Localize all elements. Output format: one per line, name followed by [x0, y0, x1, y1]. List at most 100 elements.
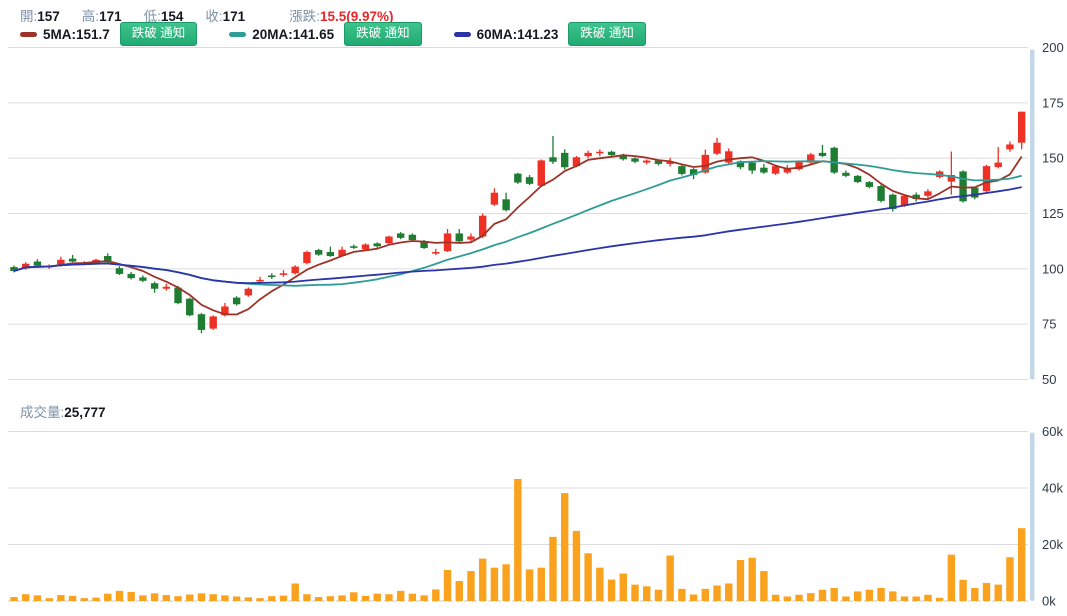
volume-bar[interactable] — [162, 595, 171, 601]
volume-bar[interactable] — [924, 594, 932, 601]
volume-bar[interactable] — [350, 592, 358, 601]
candle[interactable] — [256, 279, 264, 282]
candle[interactable] — [326, 252, 335, 256]
candle[interactable] — [174, 287, 182, 304]
candle[interactable] — [197, 314, 206, 330]
candle[interactable] — [490, 192, 499, 205]
candle[interactable] — [853, 175, 862, 183]
candle[interactable] — [68, 258, 77, 262]
volume-bar[interactable] — [607, 579, 616, 601]
volume-bar[interactable] — [303, 594, 311, 601]
volume-bar[interactable] — [584, 553, 592, 601]
candle[interactable] — [971, 187, 979, 198]
volume-bar[interactable] — [467, 571, 475, 601]
candle[interactable] — [396, 233, 405, 238]
volume-bar[interactable] — [994, 584, 1002, 601]
candle[interactable] — [244, 288, 253, 296]
candle[interactable] — [115, 268, 124, 274]
volume-bar[interactable] — [947, 554, 956, 601]
candle[interactable] — [549, 157, 557, 162]
volume-bar[interactable] — [291, 583, 299, 601]
volume-bar[interactable] — [209, 594, 217, 601]
volume-bar[interactable] — [104, 593, 112, 601]
volume-bar[interactable] — [221, 595, 229, 601]
volume-bar[interactable] — [725, 583, 733, 601]
candle[interactable] — [1017, 111, 1026, 143]
candle[interactable] — [338, 249, 346, 256]
candle[interactable] — [654, 160, 663, 164]
volume-bar[interactable] — [45, 598, 53, 601]
volume-bar[interactable] — [560, 493, 569, 601]
volume-bar[interactable] — [92, 597, 100, 601]
candle[interactable] — [420, 240, 428, 249]
candle[interactable] — [22, 263, 30, 269]
volume-bar[interactable] — [971, 588, 979, 601]
candle[interactable] — [361, 244, 370, 250]
volume-bar[interactable] — [654, 589, 663, 601]
candle[interactable] — [795, 161, 803, 170]
volume-bar[interactable] — [514, 478, 522, 601]
candle[interactable] — [232, 297, 241, 305]
volume-bar[interactable] — [68, 595, 77, 601]
candle[interactable] — [842, 172, 850, 176]
volume-bar[interactable] — [795, 594, 803, 601]
candle[interactable] — [701, 154, 710, 173]
candle[interactable] — [279, 273, 288, 275]
candle[interactable] — [186, 298, 194, 316]
volume-bar[interactable] — [314, 597, 323, 601]
volume-bar[interactable] — [982, 582, 991, 601]
candle[interactable] — [959, 171, 967, 202]
candle[interactable] — [502, 199, 510, 211]
candle[interactable] — [303, 252, 311, 264]
volume-bar[interactable] — [396, 590, 405, 601]
candle[interactable] — [666, 161, 674, 164]
volume-bar[interactable] — [115, 590, 124, 601]
candle[interactable] — [947, 174, 956, 182]
candle[interactable] — [689, 169, 698, 175]
candle[interactable] — [631, 158, 639, 162]
volume-bar[interactable] — [232, 596, 241, 601]
candle[interactable] — [643, 160, 651, 163]
candle[interactable] — [783, 167, 792, 173]
volume-bar[interactable] — [877, 588, 885, 601]
volume-bar[interactable] — [771, 594, 780, 601]
candle[interactable] — [104, 255, 112, 263]
volume-bar[interactable] — [385, 594, 393, 601]
volume-bar[interactable] — [678, 588, 686, 601]
volume-bar[interactable] — [643, 586, 651, 601]
candle[interactable] — [807, 154, 815, 163]
volume-bar[interactable] — [842, 596, 850, 601]
candle[interactable] — [572, 157, 581, 167]
candle[interactable] — [748, 162, 756, 171]
volume-bar[interactable] — [22, 594, 30, 601]
volume-bar[interactable] — [490, 567, 499, 601]
candle[interactable] — [268, 275, 276, 278]
candle[interactable] — [221, 306, 229, 316]
volume-bar[interactable] — [1017, 528, 1026, 601]
candle[interactable] — [924, 191, 932, 196]
volume-bar[interactable] — [373, 593, 381, 601]
volume-bar[interactable] — [139, 595, 147, 601]
candle[interactable] — [209, 316, 217, 329]
candle[interactable] — [373, 243, 381, 247]
volume-bar[interactable] — [713, 585, 721, 601]
volume-bar[interactable] — [596, 567, 604, 601]
candle[interactable] — [57, 259, 65, 266]
volume-bar[interactable] — [701, 588, 710, 601]
volume-bar[interactable] — [361, 595, 370, 601]
volume-bar[interactable] — [443, 569, 452, 601]
volume-bar[interactable] — [420, 595, 428, 601]
volume-bar[interactable] — [57, 595, 65, 601]
volume-bar[interactable] — [10, 597, 18, 601]
candle[interactable] — [514, 173, 522, 183]
volume-bar[interactable] — [80, 598, 89, 601]
candle[interactable] — [150, 283, 159, 289]
candle[interactable] — [408, 234, 417, 241]
volume-bar[interactable] — [455, 580, 463, 601]
volume-bar[interactable] — [631, 584, 639, 601]
candle[interactable] — [162, 286, 171, 289]
candle[interactable] — [889, 194, 897, 210]
volume-bar[interactable] — [1006, 557, 1014, 601]
candle[interactable] — [584, 152, 592, 157]
candle[interactable] — [291, 266, 299, 274]
